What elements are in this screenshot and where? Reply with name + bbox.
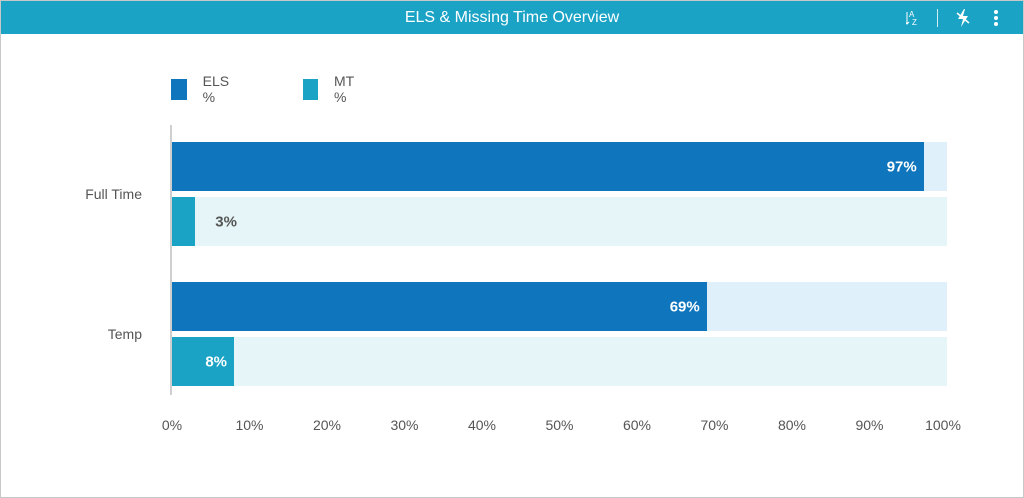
category-label: Full Time [85,186,142,202]
bar-track-mt [172,197,947,246]
more-vertical-icon[interactable] [985,1,1007,34]
legend-swatch-els [171,78,187,100]
y-axis-line [170,125,172,395]
x-tick-label: 100% [925,417,961,433]
lightning-icon[interactable] [951,1,975,34]
bar-els[interactable] [172,142,924,191]
x-tick-label: 40% [467,417,497,433]
svg-text:A: A [909,10,915,19]
x-tick-label: 30% [390,417,419,433]
svg-text:Z: Z [912,18,917,27]
x-tick-label: 50% [545,417,574,433]
legend-label-mt: MT % [334,73,354,105]
x-tick-label: 70% [700,417,729,433]
bar-mt[interactable] [172,337,234,386]
legend-item-els[interactable]: ELS % [171,73,234,105]
legend-item-mt[interactable]: MT % [303,73,360,105]
x-tick-label: 80% [777,417,807,433]
data-label-mt: 8% [205,353,227,370]
x-tick-label: 0% [161,417,183,433]
sort-az-icon[interactable]: A Z [901,1,927,34]
header-divider [937,9,938,27]
bar-els[interactable] [172,282,707,331]
data-label-els: 69% [669,298,700,315]
bar-mt[interactable] [172,197,196,246]
data-label-mt: 3% [215,213,237,230]
x-tick-label: 10% [235,417,264,433]
legend-label-els: ELS % [202,73,230,105]
bar-track-mt [172,337,947,386]
x-tick-label: 60% [622,417,652,433]
x-tick-label: 20% [312,417,342,433]
category-label: Temp [107,326,142,342]
x-tick-label: 90% [855,417,884,433]
panel-title: ELS & Missing Time Overview [404,9,620,26]
panel-header: ELS & Missing Time Overview A Z [1,1,1023,34]
legend-swatch-mt [303,78,319,100]
data-label-els: 97% [886,158,917,175]
